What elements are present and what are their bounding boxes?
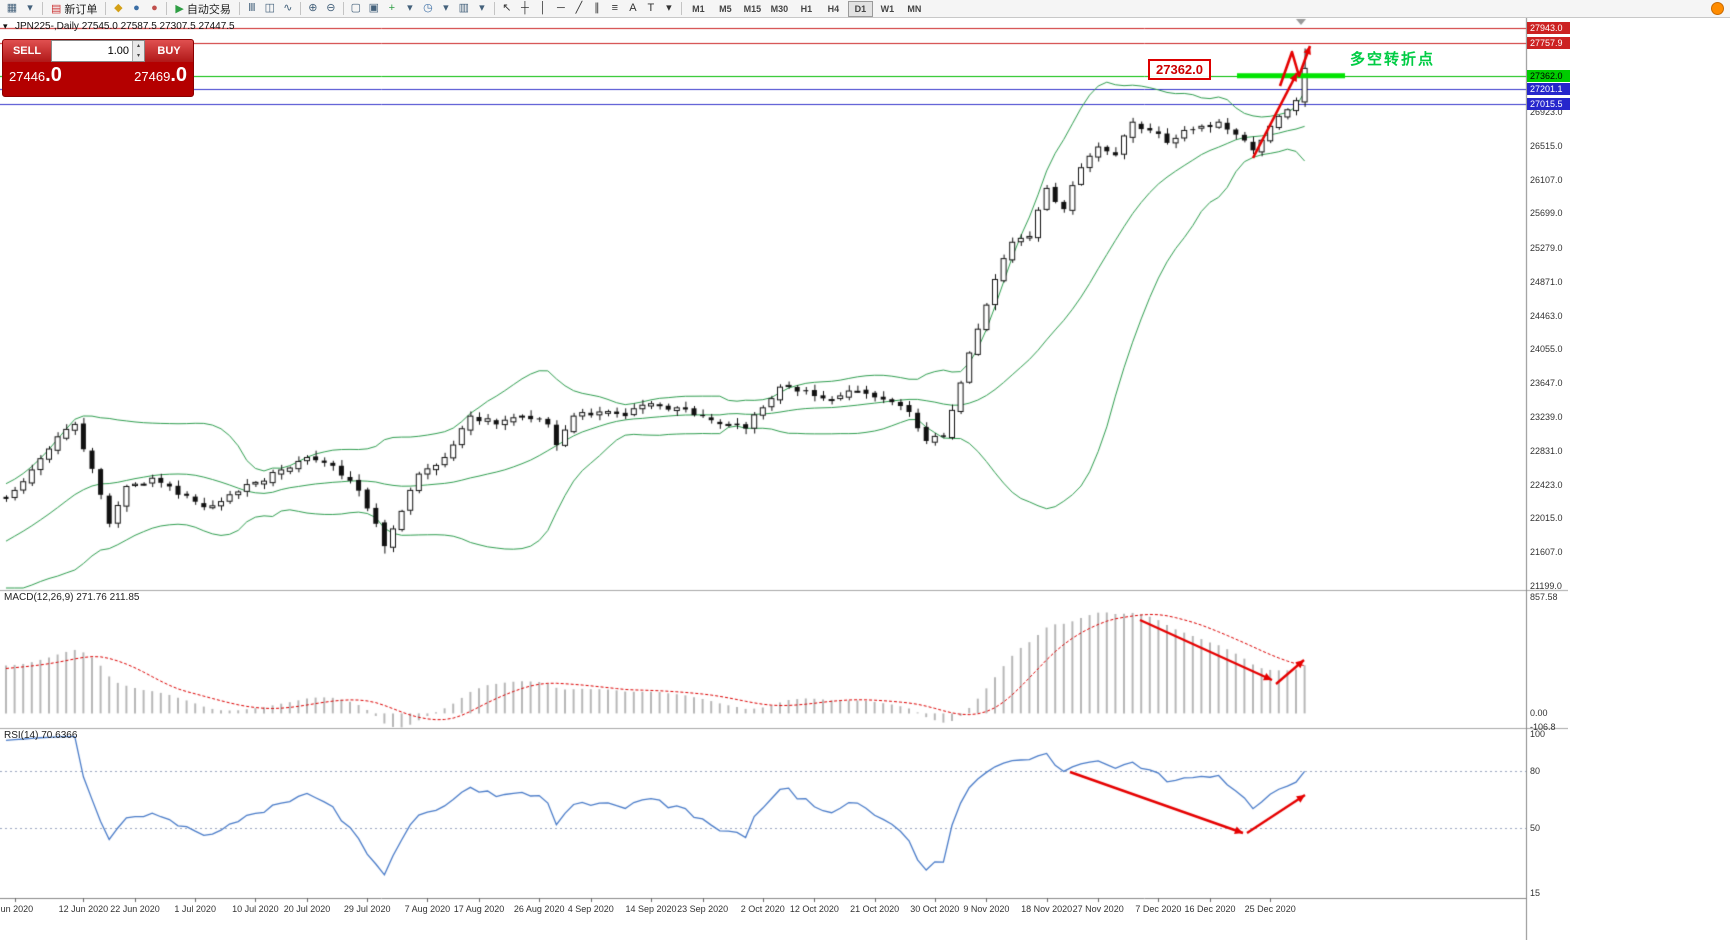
toolbar-separator <box>493 2 495 15</box>
chart-window: 26923.0 26515.0 26107.0 25699.0 25279.0 24871… <box>0 18 1570 940</box>
indicators-dropdown-icon[interactable]: ▾ <box>407 2 413 14</box>
new-order-button-icon: ▤ <box>51 3 62 15</box>
alerts-icon[interactable]: ◆ <box>114 2 123 14</box>
rsi-indicator-label: RSI(14) 70.6366 <box>4 730 78 741</box>
timeframe-m1-button[interactable]: M1 <box>692 3 705 14</box>
community-icon[interactable]: ● <box>133 2 140 14</box>
new-chart-icon[interactable]: ▦ <box>6 2 18 14</box>
vertical-line-icon[interactable]: │ <box>539 2 547 14</box>
objects-dropdown-icon[interactable]: ▾ <box>666 2 672 14</box>
indicators-icon[interactable]: + <box>388 2 396 14</box>
auto-trading-button[interactable]: ▶ 自动交易 <box>170 1 235 16</box>
arrange-windows-icon[interactable]: ▣ <box>368 2 380 14</box>
timeframe-m5-button[interactable]: M5 <box>719 3 732 14</box>
price-annotation-box: 27362.0 <box>1148 59 1211 80</box>
text-icon[interactable]: A <box>629 2 637 14</box>
trendline-icon[interactable]: ╱ <box>575 2 583 14</box>
sell-price: 27446.0 <box>9 64 62 86</box>
periods-icon[interactable]: ◷ <box>423 2 433 14</box>
toolbar-separator <box>342 2 344 15</box>
bar-chart-type-icon[interactable]: Ⅲ <box>248 2 256 14</box>
zoom-in-icon[interactable]: ⊕ <box>308 2 318 14</box>
fibonacci-icon[interactable]: ≡ <box>611 2 619 14</box>
lot-spinner: ▴ ▾ <box>132 41 144 61</box>
toolbar-separator <box>105 2 107 15</box>
toolbar-separator <box>299 2 301 15</box>
cursor-icon[interactable]: ↖ <box>502 2 512 14</box>
new-order-button-label: 新订单 <box>64 3 98 16</box>
support-icon[interactable]: ● <box>151 2 158 14</box>
timeframe-h1-button[interactable]: H1 <box>800 3 813 14</box>
toolbar-separator <box>166 2 168 15</box>
toolbar-separator <box>42 2 43 15</box>
line-chart-type-icon[interactable]: ∿ <box>283 2 293 14</box>
one-click-trading-toggle-icon[interactable]: ▾ <box>3 21 8 31</box>
buy-price: 27469.0 <box>134 64 187 86</box>
bid-ask-display: 27446.0 27469.0 <box>3 62 193 96</box>
price-chart-canvas[interactable] <box>0 18 1568 940</box>
timeframe-m15-button[interactable]: M15 <box>743 3 762 14</box>
periods-dropdown-icon[interactable]: ▾ <box>443 2 449 14</box>
one-click-trading-panel: SELL 1.00 ▴ ▾ BUY 27446.0 27469.0 <box>2 39 194 97</box>
main-toolbar: ▦ ▾ ▤ 新订单 ◆ ● ● ▶ 自动交易 Ⅲ ◫ ∿ ⊕ ⊖ ▢ ▣ + ▾ ◷ ▾ ▥ ▾ ↖ ┼ │ ─ ╱ ∥ ≡ A T ▾ M1 M… <box>0 0 1730 18</box>
timeframe-d1-button[interactable]: D1 <box>847 0 873 17</box>
templates-dropdown-icon[interactable]: ▾ <box>479 2 485 14</box>
toolbar-separator <box>680 2 682 15</box>
sell-button[interactable]: SELL <box>3 40 51 62</box>
turning-point-annotation: 多空转折点 <box>1350 51 1436 68</box>
timeframe-mn-button[interactable]: MN <box>907 3 922 14</box>
toolbar-separator <box>238 2 240 15</box>
tile-windows-icon[interactable]: ▢ <box>350 2 362 14</box>
lot-increase-icon[interactable]: ▴ <box>133 41 144 51</box>
auto-trading-button-label: 自动交易 <box>186 3 231 16</box>
macd-indicator-label: MACD(12,26,9) 271.76 211.85 <box>4 592 140 603</box>
candle-chart-type-icon[interactable]: ◫ <box>264 2 276 14</box>
label-icon[interactable]: T <box>647 2 655 14</box>
crosshair-icon[interactable]: ┼ <box>520 2 529 14</box>
timeframe-h4-button[interactable]: H4 <box>827 3 840 14</box>
notification-icon[interactable] <box>1711 2 1724 15</box>
templates-icon[interactable]: ▥ <box>458 2 470 14</box>
zoom-out-icon[interactable]: ⊖ <box>326 2 336 14</box>
timeframe-m30-button[interactable]: M30 <box>770 3 789 14</box>
new-order-button[interactable]: ▤ 新订单 <box>46 1 102 16</box>
lot-size-input[interactable]: 1.00 ▴ ▾ <box>51 40 145 62</box>
timeframe-w1-button[interactable]: W1 <box>880 3 895 14</box>
lot-decrease-icon[interactable]: ▾ <box>133 51 144 61</box>
buy-button[interactable]: BUY <box>145 40 193 62</box>
channel-icon[interactable]: ∥ <box>594 2 600 14</box>
lot-size-value: 1.00 <box>107 45 129 57</box>
horizontal-line-icon[interactable]: ─ <box>556 2 565 14</box>
auto-trading-button-icon: ▶ <box>175 3 184 15</box>
chart-list-dropdown-icon[interactable]: ▾ <box>27 2 33 14</box>
ohlc-info-line: JPN225-,Daily 27545.0 27587.5 27307.5 27… <box>15 21 235 32</box>
